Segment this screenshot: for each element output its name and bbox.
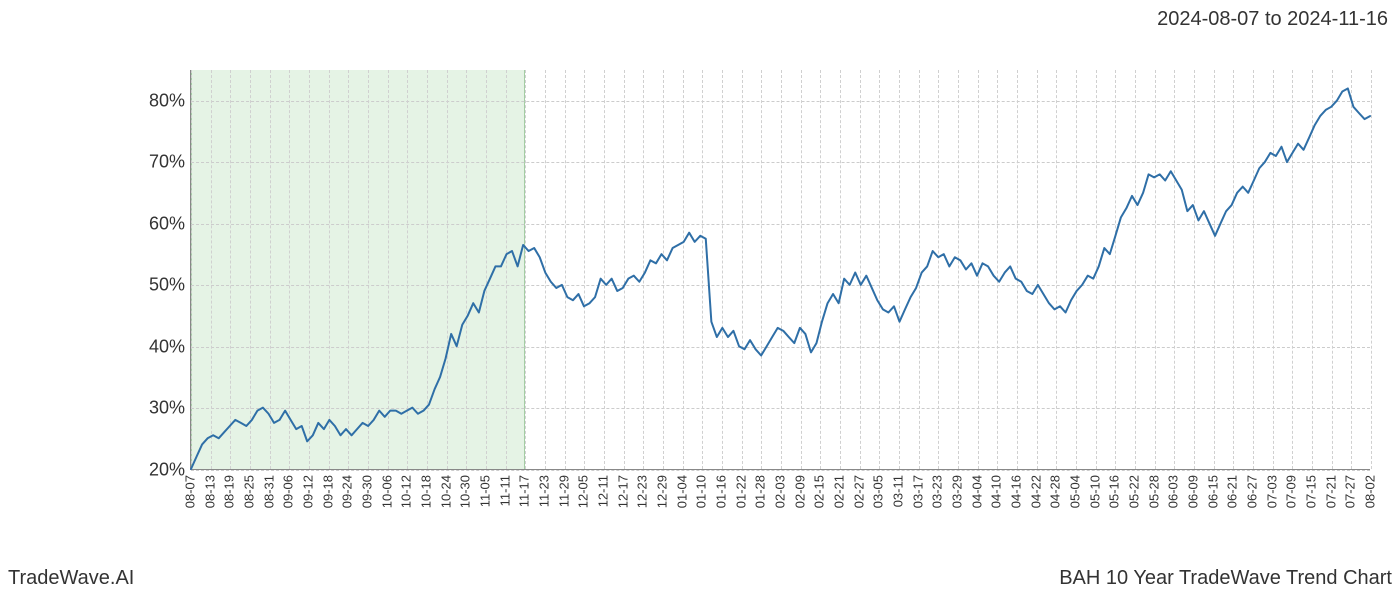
x-tick-label: 10-30 xyxy=(458,475,473,508)
x-tick-label: 01-22 xyxy=(733,475,748,508)
x-tick-label: 03-05 xyxy=(871,475,886,508)
x-tick-label: 02-21 xyxy=(832,475,847,508)
x-tick-label: 06-09 xyxy=(1186,475,1201,508)
y-tick-label: 40% xyxy=(125,336,185,357)
y-tick-label: 70% xyxy=(125,152,185,173)
x-tick-label: 02-03 xyxy=(773,475,788,508)
footer-brand: TradeWave.AI xyxy=(8,567,134,590)
x-tick-label: 05-28 xyxy=(1146,475,1161,508)
x-tick-label: 04-16 xyxy=(1009,475,1024,508)
x-tick-label: 04-04 xyxy=(969,475,984,508)
trend-line xyxy=(191,70,1370,469)
y-tick-label: 60% xyxy=(125,213,185,234)
y-tick-label: 30% xyxy=(125,398,185,419)
date-range-label: 2024-08-07 to 2024-11-16 xyxy=(1157,8,1388,31)
x-tick-label: 05-22 xyxy=(1127,475,1142,508)
x-tick-label: 04-10 xyxy=(989,475,1004,508)
x-tick-label: 03-17 xyxy=(910,475,925,508)
x-tick-label: 01-16 xyxy=(714,475,729,508)
x-tick-label: 10-06 xyxy=(379,475,394,508)
x-tick-label: 08-19 xyxy=(222,475,237,508)
y-tick-label: 50% xyxy=(125,275,185,296)
x-tick-label: 02-27 xyxy=(851,475,866,508)
x-tick-label: 08-25 xyxy=(242,475,257,508)
x-tick-label: 12-17 xyxy=(615,475,630,508)
x-tick-label: 02-15 xyxy=(812,475,827,508)
x-tick-label: 10-18 xyxy=(419,475,434,508)
x-tick-label: 11-05 xyxy=(478,475,493,507)
x-tick-label: 09-24 xyxy=(340,475,355,508)
x-tick-label: 09-30 xyxy=(360,475,375,508)
x-tick-label: 08-02 xyxy=(1363,475,1378,508)
x-tick-label: 12-23 xyxy=(635,475,650,508)
x-tick-label: 09-06 xyxy=(281,475,296,508)
x-tick-label: 01-04 xyxy=(674,475,689,508)
x-tick-label: 03-29 xyxy=(950,475,965,508)
x-tick-label: 07-15 xyxy=(1304,475,1319,508)
x-tick-label: 06-21 xyxy=(1225,475,1240,508)
x-tick-label: 01-28 xyxy=(753,475,768,508)
y-tick-label: 20% xyxy=(125,460,185,481)
x-tick-label: 12-11 xyxy=(596,475,611,507)
x-tick-label: 06-27 xyxy=(1245,475,1260,508)
x-tick-label: 11-23 xyxy=(537,475,552,507)
x-tick-label: 03-11 xyxy=(891,475,906,507)
x-tick-label: 05-10 xyxy=(1087,475,1102,508)
x-tick-label: 07-09 xyxy=(1284,475,1299,508)
x-tick-label: 08-31 xyxy=(261,475,276,508)
x-tick-label: 06-03 xyxy=(1166,475,1181,508)
x-tick-label: 07-21 xyxy=(1323,475,1338,508)
x-axis-labels: 08-0708-1308-1908-2508-3109-0609-1209-18… xyxy=(190,475,1370,555)
x-tick-label: 08-13 xyxy=(202,475,217,508)
x-tick-label: 04-22 xyxy=(1028,475,1043,508)
x-tick-label: 11-17 xyxy=(517,475,532,507)
x-tick-label: 07-27 xyxy=(1343,475,1358,508)
chart-container: 08-0708-1308-1908-2508-3109-0609-1209-18… xyxy=(0,60,1400,530)
x-tick-label: 11-29 xyxy=(556,475,571,507)
x-tick-label: 04-28 xyxy=(1048,475,1063,508)
x-tick-label: 10-24 xyxy=(438,475,453,508)
y-tick-label: 80% xyxy=(125,90,185,111)
x-tick-label: 09-18 xyxy=(320,475,335,508)
x-tick-label: 09-12 xyxy=(301,475,316,508)
vgrid-line xyxy=(1371,70,1372,469)
x-tick-label: 02-09 xyxy=(792,475,807,508)
x-tick-label: 05-04 xyxy=(1068,475,1083,508)
footer-chart-title: BAH 10 Year TradeWave Trend Chart xyxy=(1059,567,1392,590)
plot-area xyxy=(190,70,1370,470)
x-tick-label: 05-16 xyxy=(1107,475,1122,508)
x-tick-label: 06-15 xyxy=(1205,475,1220,508)
x-tick-label: 12-29 xyxy=(655,475,670,508)
x-tick-label: 01-10 xyxy=(694,475,709,508)
x-tick-label: 10-12 xyxy=(399,475,414,508)
hgrid-line xyxy=(191,470,1370,471)
x-tick-label: 07-03 xyxy=(1264,475,1279,508)
x-tick-label: 11-11 xyxy=(497,475,512,506)
x-tick-label: 03-23 xyxy=(930,475,945,508)
x-tick-label: 12-05 xyxy=(576,475,591,508)
